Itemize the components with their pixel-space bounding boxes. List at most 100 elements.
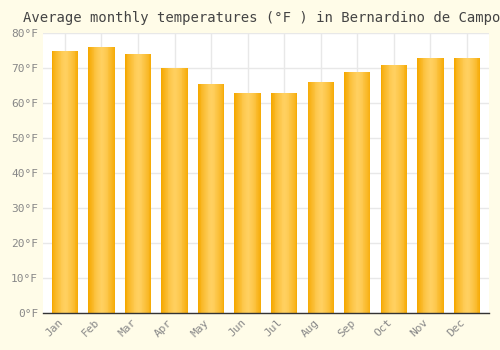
Bar xyxy=(292,93,293,313)
Bar xyxy=(239,93,240,313)
Bar xyxy=(200,84,202,313)
Bar xyxy=(66,51,68,313)
Bar xyxy=(240,93,242,313)
Bar xyxy=(130,54,131,313)
Bar xyxy=(473,58,474,313)
Bar xyxy=(282,93,284,313)
Bar xyxy=(99,47,100,313)
Bar xyxy=(58,51,59,313)
Bar xyxy=(432,58,433,313)
Bar xyxy=(212,84,213,313)
Bar xyxy=(352,72,353,313)
Bar xyxy=(148,54,150,313)
Bar xyxy=(333,82,334,313)
Bar xyxy=(456,58,458,313)
Bar xyxy=(237,93,238,313)
Bar xyxy=(425,58,426,313)
Bar xyxy=(170,68,171,313)
Bar xyxy=(74,51,76,313)
Bar xyxy=(296,93,298,313)
Bar xyxy=(90,47,91,313)
Bar xyxy=(213,84,214,313)
Bar xyxy=(311,82,312,313)
Bar xyxy=(367,72,368,313)
Bar xyxy=(244,93,245,313)
Bar xyxy=(430,58,432,313)
Bar xyxy=(398,65,399,313)
Bar xyxy=(186,68,187,313)
Bar xyxy=(136,54,137,313)
Bar xyxy=(327,82,328,313)
Bar xyxy=(126,54,128,313)
Bar xyxy=(467,58,468,313)
Bar xyxy=(285,93,286,313)
Bar xyxy=(316,82,317,313)
Bar xyxy=(89,47,90,313)
Bar xyxy=(293,93,294,313)
Bar xyxy=(278,93,279,313)
Bar xyxy=(147,54,148,313)
Bar xyxy=(105,47,106,313)
Bar xyxy=(322,82,324,313)
Bar xyxy=(54,51,56,313)
Bar xyxy=(274,93,276,313)
Bar xyxy=(220,84,221,313)
Bar xyxy=(216,84,217,313)
Bar xyxy=(424,58,425,313)
Bar xyxy=(454,58,456,313)
Bar xyxy=(88,47,89,313)
Bar xyxy=(436,58,438,313)
Bar xyxy=(111,47,112,313)
Bar xyxy=(179,68,180,313)
Bar xyxy=(287,93,288,313)
Bar xyxy=(361,72,362,313)
Bar xyxy=(128,54,129,313)
Bar xyxy=(242,93,244,313)
Bar xyxy=(308,82,310,313)
Bar xyxy=(94,47,96,313)
Bar xyxy=(462,58,464,313)
Bar xyxy=(325,82,326,313)
Bar xyxy=(250,93,251,313)
Bar xyxy=(187,68,188,313)
Bar xyxy=(132,54,134,313)
Bar xyxy=(441,58,442,313)
Bar xyxy=(328,82,330,313)
Bar xyxy=(402,65,404,313)
Bar xyxy=(164,68,165,313)
Bar xyxy=(365,72,366,313)
Bar xyxy=(96,47,97,313)
Bar xyxy=(391,65,392,313)
Bar xyxy=(310,82,311,313)
Bar xyxy=(390,65,391,313)
Bar xyxy=(404,65,406,313)
Bar xyxy=(472,58,473,313)
Bar xyxy=(272,93,273,313)
Bar xyxy=(394,65,396,313)
Bar xyxy=(60,51,62,313)
Bar xyxy=(145,54,146,313)
Bar xyxy=(137,54,138,313)
Bar xyxy=(347,72,348,313)
Bar xyxy=(131,54,132,313)
Bar xyxy=(211,84,212,313)
Bar xyxy=(218,84,219,313)
Bar xyxy=(260,93,261,313)
Bar xyxy=(247,93,248,313)
Bar xyxy=(234,93,236,313)
Bar xyxy=(172,68,173,313)
Bar xyxy=(59,51,60,313)
Bar xyxy=(380,65,382,313)
Bar xyxy=(139,54,140,313)
Bar xyxy=(208,84,210,313)
Bar xyxy=(56,51,57,313)
Bar xyxy=(253,93,254,313)
Bar xyxy=(248,93,250,313)
Bar xyxy=(140,54,141,313)
Bar xyxy=(468,58,469,313)
Bar xyxy=(400,65,401,313)
Bar xyxy=(110,47,111,313)
Bar xyxy=(459,58,460,313)
Bar xyxy=(176,68,177,313)
Bar xyxy=(320,82,321,313)
